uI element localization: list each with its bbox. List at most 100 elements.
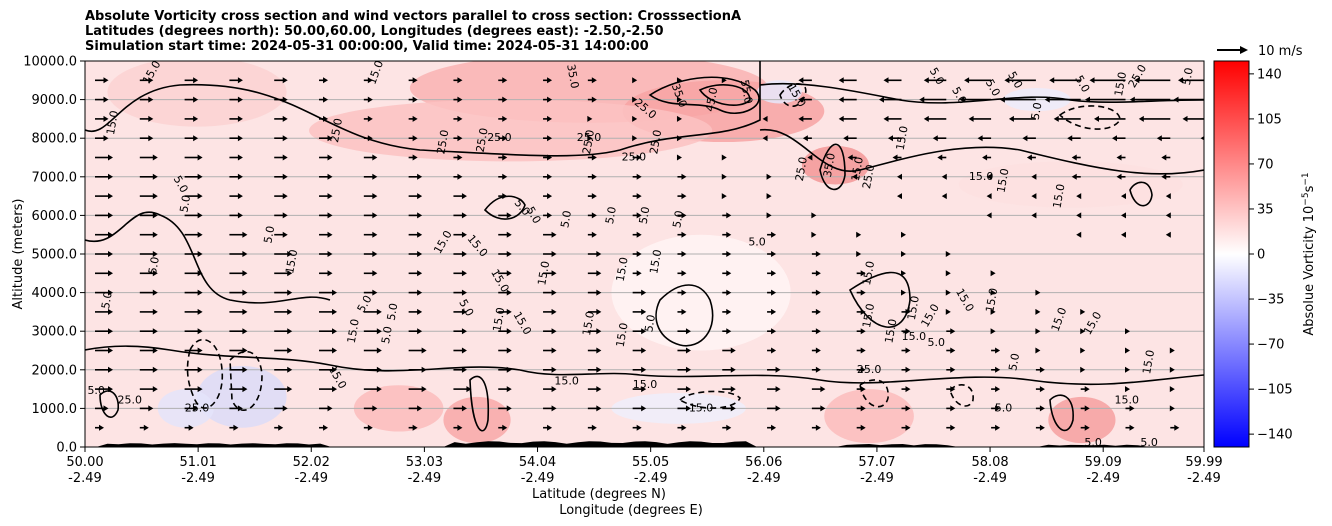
wind-vector [587, 231, 597, 238]
wind-vector [883, 115, 902, 122]
quiver-key-arrow-head [1240, 46, 1248, 54]
wind-vector [1080, 328, 1086, 335]
contour-label: 25.0 [118, 394, 143, 407]
wind-vector [1071, 154, 1081, 161]
wind-vector [1125, 328, 1131, 335]
contour-label: 5.0 [385, 302, 401, 321]
positive-contour [698, 84, 751, 106]
wind-vector [632, 212, 642, 219]
contour-label: 5.0 [1180, 67, 1196, 86]
contour-label: 15.0 [750, 46, 775, 59]
wind-vector [676, 135, 682, 142]
wind-vector [1112, 135, 1126, 142]
wind-vector [767, 251, 777, 257]
wind-vector [543, 251, 557, 257]
wind-vector [767, 405, 781, 412]
wind-vector [1169, 405, 1175, 412]
contour-label: 15.0 [860, 302, 877, 328]
wind-vector [991, 347, 1001, 354]
wind-vector [139, 424, 149, 431]
wind-vector [408, 270, 423, 277]
wind-vector [1031, 193, 1037, 200]
wind-vector [139, 289, 158, 296]
wind-vector [274, 96, 288, 103]
y-axis: 0.0 1000.0 2000.0 3000.0 4000.0 5000.0 6000.0 7… [23, 55, 85, 456]
contour-label: 5.0 [146, 256, 162, 275]
positive-contour [469, 375, 490, 432]
wind-vector [498, 96, 508, 103]
wind-vector [1022, 135, 1036, 142]
wind-vector [1134, 77, 1171, 84]
wind-vector [498, 135, 508, 142]
wind-vector [964, 77, 992, 84]
wind-vector [274, 193, 288, 200]
wind-vector [139, 212, 158, 219]
wind-vector [986, 173, 992, 180]
wind-vector [811, 366, 821, 373]
x-axis-label-line-1: Latitude (degrees N) [532, 487, 666, 502]
wind-vector [722, 212, 732, 219]
x-tick-label-lat: 59.99 [1185, 455, 1222, 470]
wind-vector [762, 115, 768, 122]
wind-vector [587, 366, 602, 373]
wind-vector [408, 308, 423, 315]
wind-vector [767, 386, 781, 393]
wind-vector [632, 96, 638, 103]
positive-contour [519, 369, 1204, 386]
wind-vector [587, 386, 602, 393]
wind-vector [498, 328, 512, 335]
contour-label: 15.0 [614, 256, 631, 282]
y-tick-label: 7000.0 [32, 170, 78, 185]
contour-label: 15.0 [849, 156, 866, 182]
wind-vector [843, 135, 857, 142]
wind-vector [587, 328, 602, 335]
wind-vector [677, 405, 691, 412]
wind-vector [498, 366, 512, 373]
x-tick-label-lon: -2.49 [68, 471, 102, 486]
wind-vector [319, 251, 333, 257]
wind-vector [941, 173, 947, 180]
wind-vector [229, 328, 248, 335]
wind-vector [184, 193, 203, 200]
wind-vector [892, 154, 902, 161]
wind-vector [766, 173, 772, 180]
wind-vector [363, 193, 378, 200]
wind-vector [274, 386, 293, 393]
wind-vector [229, 115, 243, 122]
wind-vector [767, 308, 777, 315]
positive-contour [1129, 181, 1153, 207]
wind-vector [498, 424, 508, 431]
contour-label: 15.0 [994, 167, 1011, 193]
wind-vector [798, 96, 812, 103]
wind-vector [587, 212, 597, 219]
wind-vector [959, 96, 992, 103]
wind-vector [319, 366, 338, 373]
contour-label: 15.0 [554, 374, 579, 387]
wind-vector [139, 386, 158, 393]
contour-label: 5.0 [928, 336, 946, 349]
wind-vector [363, 366, 382, 373]
wind-vector [408, 251, 423, 257]
wind-vector [1053, 115, 1081, 122]
wind-vector [677, 386, 691, 393]
colorbar-label-unit: s [1302, 185, 1317, 192]
wind-vector [945, 270, 951, 277]
wind-vector [587, 193, 597, 200]
contour-label: 5.0 [670, 209, 686, 228]
x-tick-label-lat: 52.02 [293, 455, 330, 470]
wind-vector [95, 251, 113, 257]
wind-vector [319, 135, 333, 142]
wind-vector [856, 405, 866, 412]
wind-vector [587, 424, 597, 431]
positive-contour [85, 345, 521, 372]
wind-vector [1173, 96, 1204, 103]
wind-vector [722, 347, 736, 354]
y-tick-label: 0.0 [56, 441, 77, 456]
wind-vector [274, 308, 293, 315]
contour-label: 15.0 [1140, 349, 1157, 375]
wind-vector [991, 405, 1001, 412]
wind-vector [1125, 386, 1131, 393]
wind-vector [543, 424, 553, 431]
wind-vector [990, 270, 996, 277]
